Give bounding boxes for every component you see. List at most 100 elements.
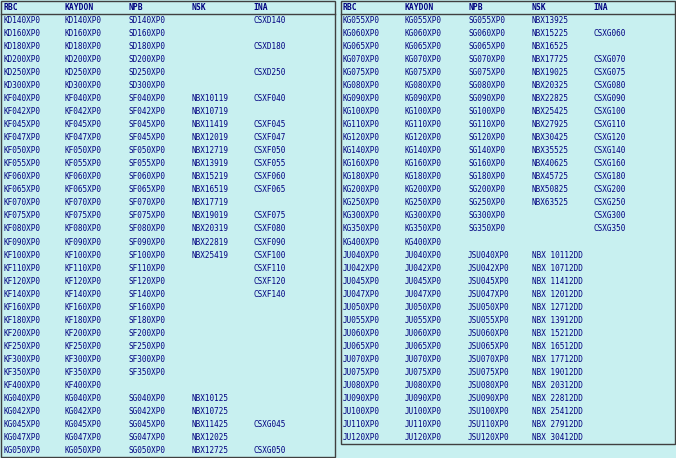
Text: KG042XP0: KG042XP0 (65, 407, 102, 416)
Text: SF040XP0: SF040XP0 (128, 94, 166, 103)
Text: NBX20325: NBX20325 (531, 81, 569, 90)
Text: KG180XP0: KG180XP0 (404, 172, 441, 181)
Text: KF080XP0: KF080XP0 (65, 224, 102, 234)
Text: SG160XP0: SG160XP0 (468, 159, 505, 169)
Text: NBX10719: NBX10719 (192, 107, 229, 116)
Text: INA: INA (594, 3, 608, 12)
Text: JU050XP0: JU050XP0 (404, 303, 441, 312)
Text: KF350XP0: KF350XP0 (65, 368, 102, 377)
Text: KF100XP0: KF100XP0 (3, 251, 40, 260)
Text: SF090XP0: SF090XP0 (128, 238, 166, 246)
Text: SF350XP0: SF350XP0 (128, 368, 166, 377)
Text: NBX 16512DD: NBX 16512DD (531, 342, 583, 351)
Text: JSU045XP0: JSU045XP0 (468, 277, 510, 286)
Text: KF250XP0: KF250XP0 (65, 342, 102, 351)
Text: SF042XP0: SF042XP0 (128, 107, 166, 116)
Text: KF140XP0: KF140XP0 (3, 289, 40, 299)
Text: NBX45725: NBX45725 (531, 172, 569, 181)
Text: JU045XP0: JU045XP0 (404, 277, 441, 286)
Text: NBX12719: NBX12719 (192, 146, 229, 155)
Text: SG180XP0: SG180XP0 (468, 172, 505, 181)
Text: KG110XP0: KG110XP0 (404, 120, 441, 129)
Text: SF055XP0: SF055XP0 (128, 159, 166, 169)
Text: NBX12025: NBX12025 (192, 433, 229, 442)
Text: SD250XP0: SD250XP0 (128, 68, 166, 77)
Text: KD180XP0: KD180XP0 (3, 42, 40, 51)
Text: SF160XP0: SF160XP0 (128, 303, 166, 312)
Text: CSXG180: CSXG180 (594, 172, 626, 181)
Text: SG042XP0: SG042XP0 (128, 407, 166, 416)
Text: NBX35525: NBX35525 (531, 146, 569, 155)
Text: NBX40625: NBX40625 (531, 159, 569, 169)
Text: KF180XP0: KF180XP0 (65, 316, 102, 325)
Text: NBX25419: NBX25419 (192, 251, 229, 260)
Text: NBX50825: NBX50825 (531, 185, 569, 194)
Text: NBX12725: NBX12725 (192, 446, 229, 455)
Text: NBX17719: NBX17719 (192, 198, 229, 207)
Text: NBX22825: NBX22825 (531, 94, 569, 103)
Text: KG090XP0: KG090XP0 (343, 94, 380, 103)
Text: KF180XP0: KF180XP0 (3, 316, 40, 325)
Text: SF300XP0: SF300XP0 (128, 355, 166, 364)
Text: SF075XP0: SF075XP0 (128, 212, 166, 220)
Text: NBX15219: NBX15219 (192, 172, 229, 181)
Text: KG045XP0: KG045XP0 (65, 420, 102, 429)
Text: CSXG140: CSXG140 (594, 146, 626, 155)
Text: CSXG110: CSXG110 (594, 120, 626, 129)
Text: SF080XP0: SF080XP0 (128, 224, 166, 234)
Text: CSXF047: CSXF047 (254, 133, 286, 142)
Text: NBX15225: NBX15225 (531, 29, 569, 38)
Text: SG100XP0: SG100XP0 (468, 107, 505, 116)
Text: NBX19019: NBX19019 (192, 212, 229, 220)
Text: NBX 27912DD: NBX 27912DD (531, 420, 583, 429)
Text: KF200XP0: KF200XP0 (3, 329, 40, 338)
Text: KF060XP0: KF060XP0 (65, 172, 102, 181)
Text: KG070XP0: KG070XP0 (343, 55, 380, 64)
Text: KF160XP0: KF160XP0 (65, 303, 102, 312)
Text: KG075XP0: KG075XP0 (343, 68, 380, 77)
Text: JU080XP0: JU080XP0 (343, 381, 380, 390)
Text: KF250XP0: KF250XP0 (3, 342, 40, 351)
Text: JU047XP0: JU047XP0 (343, 289, 380, 299)
Text: KF070XP0: KF070XP0 (3, 198, 40, 207)
Text: SF060XP0: SF060XP0 (128, 172, 166, 181)
Text: JSU100XP0: JSU100XP0 (468, 407, 510, 416)
Text: CSXG300: CSXG300 (594, 212, 626, 220)
Text: NBX 30412DD: NBX 30412DD (531, 433, 583, 442)
Text: KF045XP0: KF045XP0 (65, 120, 102, 129)
Text: KD140XP0: KD140XP0 (3, 16, 40, 25)
Text: KF090XP0: KF090XP0 (3, 238, 40, 246)
Text: NBX 12012DD: NBX 12012DD (531, 289, 583, 299)
Text: SG075XP0: SG075XP0 (468, 68, 505, 77)
Text: JU075XP0: JU075XP0 (404, 368, 441, 377)
Text: KF065XP0: KF065XP0 (3, 185, 40, 194)
Text: NBX25425: NBX25425 (531, 107, 569, 116)
Text: SF045XP0: SF045XP0 (128, 133, 166, 142)
Text: KF300XP0: KF300XP0 (3, 355, 40, 364)
Text: KG400XP0: KG400XP0 (343, 238, 380, 246)
Text: JSU065XP0: JSU065XP0 (468, 342, 510, 351)
Text: CSXG100: CSXG100 (594, 107, 626, 116)
Text: JSU110XP0: JSU110XP0 (468, 420, 510, 429)
Text: KF350XP0: KF350XP0 (3, 368, 40, 377)
Text: JU070XP0: JU070XP0 (404, 355, 441, 364)
Text: KF065XP0: KF065XP0 (65, 185, 102, 194)
Text: KG042XP0: KG042XP0 (3, 407, 40, 416)
Text: CSXG060: CSXG060 (594, 29, 626, 38)
Text: SD160XP0: SD160XP0 (128, 29, 166, 38)
Text: KF040XP0: KF040XP0 (3, 94, 40, 103)
Text: CSXG350: CSXG350 (594, 224, 626, 234)
Text: CSXD250: CSXD250 (254, 68, 286, 77)
Text: KF055XP0: KF055XP0 (3, 159, 40, 169)
Text: KG040XP0: KG040XP0 (3, 394, 40, 403)
Text: KF042XP0: KF042XP0 (65, 107, 102, 116)
Text: CSXF120: CSXF120 (254, 277, 286, 286)
Text: JU065XP0: JU065XP0 (343, 342, 380, 351)
Text: JU120XP0: JU120XP0 (343, 433, 380, 442)
Text: SG200XP0: SG200XP0 (468, 185, 505, 194)
Text: KG300XP0: KG300XP0 (343, 212, 380, 220)
Text: KG050XP0: KG050XP0 (65, 446, 102, 455)
Text: SG045XP0: SG045XP0 (128, 420, 166, 429)
Text: KF047XP0: KF047XP0 (3, 133, 40, 142)
Text: KAYDON: KAYDON (404, 3, 434, 12)
